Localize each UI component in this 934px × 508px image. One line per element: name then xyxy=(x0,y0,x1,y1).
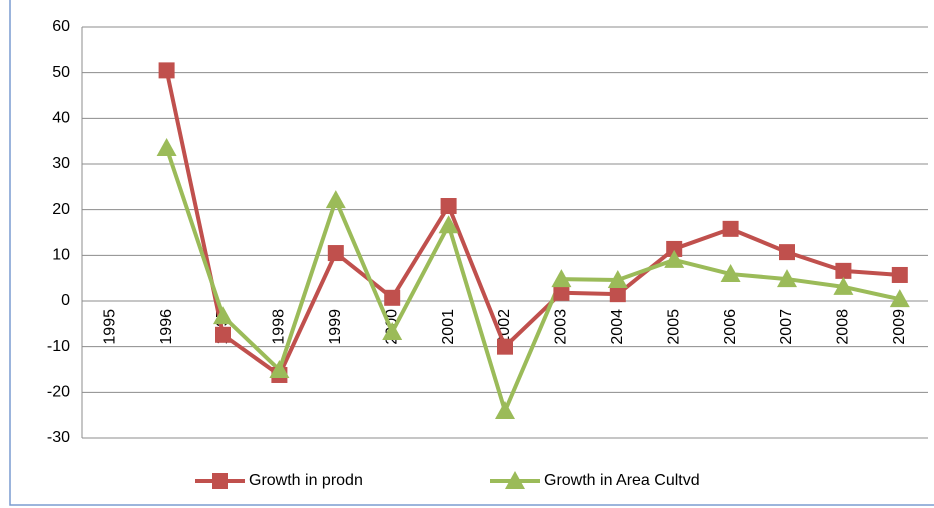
x-tick-label: 1998 xyxy=(271,309,288,345)
x-tick-label: 2006 xyxy=(722,309,739,345)
series-line xyxy=(164,147,901,414)
chart-frame xyxy=(9,0,934,506)
y-tick-label: 30 xyxy=(52,155,70,172)
marker xyxy=(327,245,344,262)
marker xyxy=(505,471,525,489)
marker xyxy=(722,220,739,237)
marker xyxy=(835,262,852,279)
marker xyxy=(384,289,401,306)
marker xyxy=(833,276,854,295)
x-tick-label: 2005 xyxy=(665,309,682,345)
legend-label: Growth in prodn xyxy=(249,472,363,489)
y-tick-label: 10 xyxy=(52,247,70,264)
marker xyxy=(607,269,628,288)
y-tick-label: 20 xyxy=(52,201,70,218)
y-tick-label: -20 xyxy=(47,384,70,401)
marker xyxy=(440,198,457,215)
x-tick-label: 2004 xyxy=(609,309,626,345)
marker xyxy=(497,338,513,355)
marker xyxy=(269,359,290,378)
marker xyxy=(777,269,797,288)
marker xyxy=(325,190,346,209)
marker xyxy=(779,244,795,261)
marker xyxy=(553,284,570,301)
x-tick-label: 2001 xyxy=(440,309,457,345)
x-tick-label: 1999 xyxy=(327,309,344,345)
x-tick-label: 1995 xyxy=(101,309,118,345)
marker xyxy=(495,401,515,420)
y-tick-label: 0 xyxy=(61,292,70,309)
marker xyxy=(889,289,910,308)
marker xyxy=(212,473,228,489)
marker xyxy=(609,286,626,303)
marker xyxy=(551,269,572,288)
y-tick-label: -30 xyxy=(47,429,70,446)
marker xyxy=(213,306,233,325)
marker xyxy=(438,215,459,234)
x-tick-label: 2008 xyxy=(835,309,852,345)
legend-label: Growth in Area Cultvd xyxy=(544,472,700,489)
marker xyxy=(666,240,683,257)
x-tick-label: 1996 xyxy=(158,309,175,345)
x-tick-label: 2009 xyxy=(891,309,908,345)
marker xyxy=(891,266,908,283)
y-tick-label: 50 xyxy=(52,64,70,81)
marker xyxy=(156,138,177,157)
marker xyxy=(158,62,175,79)
marker xyxy=(720,264,741,283)
x-tick-label: 2003 xyxy=(553,309,570,345)
marker xyxy=(215,326,231,343)
x-tick-label: 2007 xyxy=(778,309,795,345)
series-line xyxy=(164,69,900,377)
y-tick-label: 60 xyxy=(52,18,70,35)
y-tick-label: -10 xyxy=(47,338,70,355)
marker xyxy=(382,322,403,341)
y-tick-label: 40 xyxy=(52,110,70,127)
marker xyxy=(664,249,685,268)
